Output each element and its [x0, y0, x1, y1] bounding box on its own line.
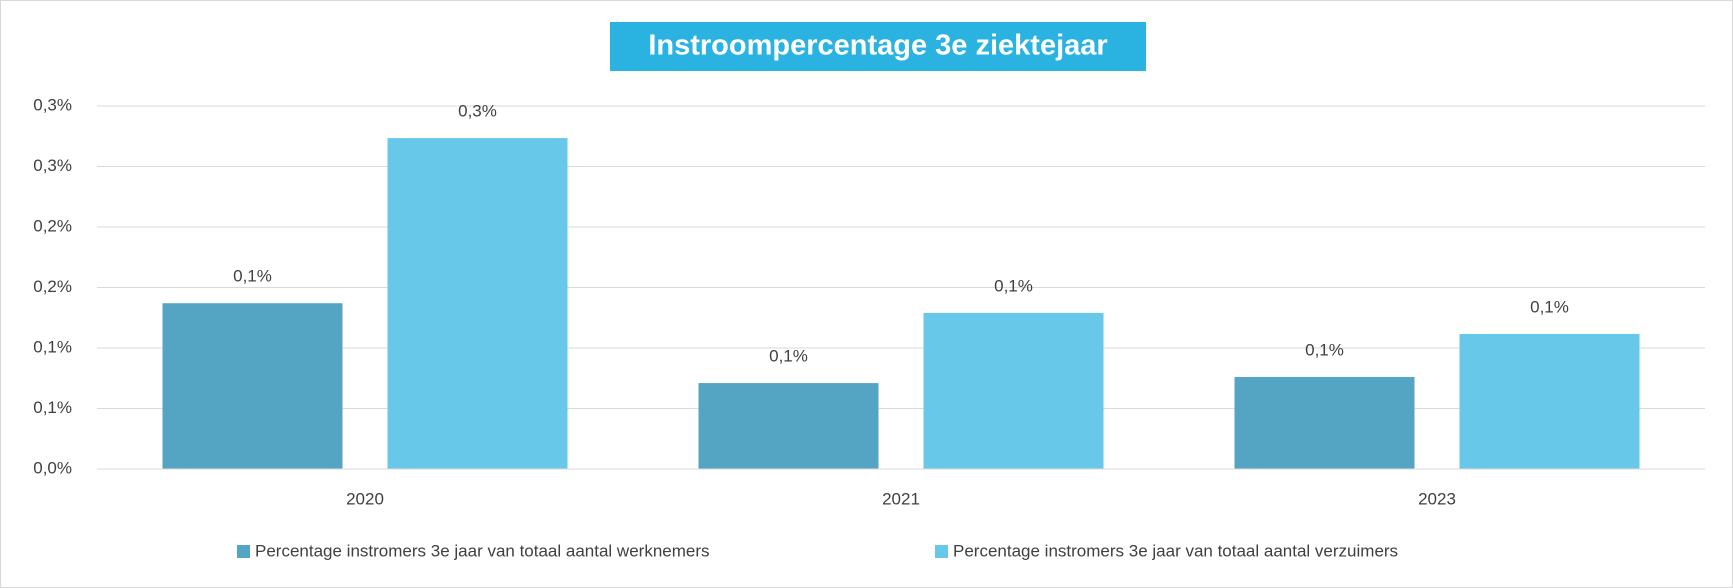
bar [162, 303, 343, 469]
y-tick-label: 0,1% [33, 398, 72, 417]
x-tick-label: 2020 [346, 489, 384, 508]
x-tick-label: 2023 [1418, 489, 1456, 508]
bar [923, 312, 1104, 469]
bar [387, 138, 568, 469]
y-tick-label: 0,3% [33, 95, 72, 114]
data-label: 0,1% [994, 276, 1033, 295]
legend-swatch [935, 545, 948, 558]
y-tick-label: 0,0% [33, 458, 72, 477]
y-tick-label: 0,3% [33, 156, 72, 175]
legend-swatch [237, 545, 250, 558]
bar [1234, 377, 1415, 469]
y-tick-label: 0,2% [33, 216, 72, 235]
chart-title: Instroompercentage 3e ziektejaar [648, 30, 1107, 62]
bar [698, 383, 879, 469]
legend-label: Percentage instromers 3e jaar van totaal… [953, 541, 1398, 560]
data-label: 0,1% [1530, 297, 1569, 316]
legend-label: Percentage instromers 3e jaar van totaal… [255, 541, 710, 560]
y-tick-label: 0,1% [33, 337, 72, 356]
y-tick-label: 0,2% [33, 277, 72, 296]
data-label: 0,1% [769, 347, 808, 366]
data-label: 0,1% [233, 267, 272, 286]
data-label: 0,3% [458, 102, 497, 121]
data-label: 0,1% [1305, 341, 1344, 360]
title-box [610, 22, 1146, 71]
x-tick-label: 2021 [882, 489, 920, 508]
bar [1459, 333, 1640, 469]
